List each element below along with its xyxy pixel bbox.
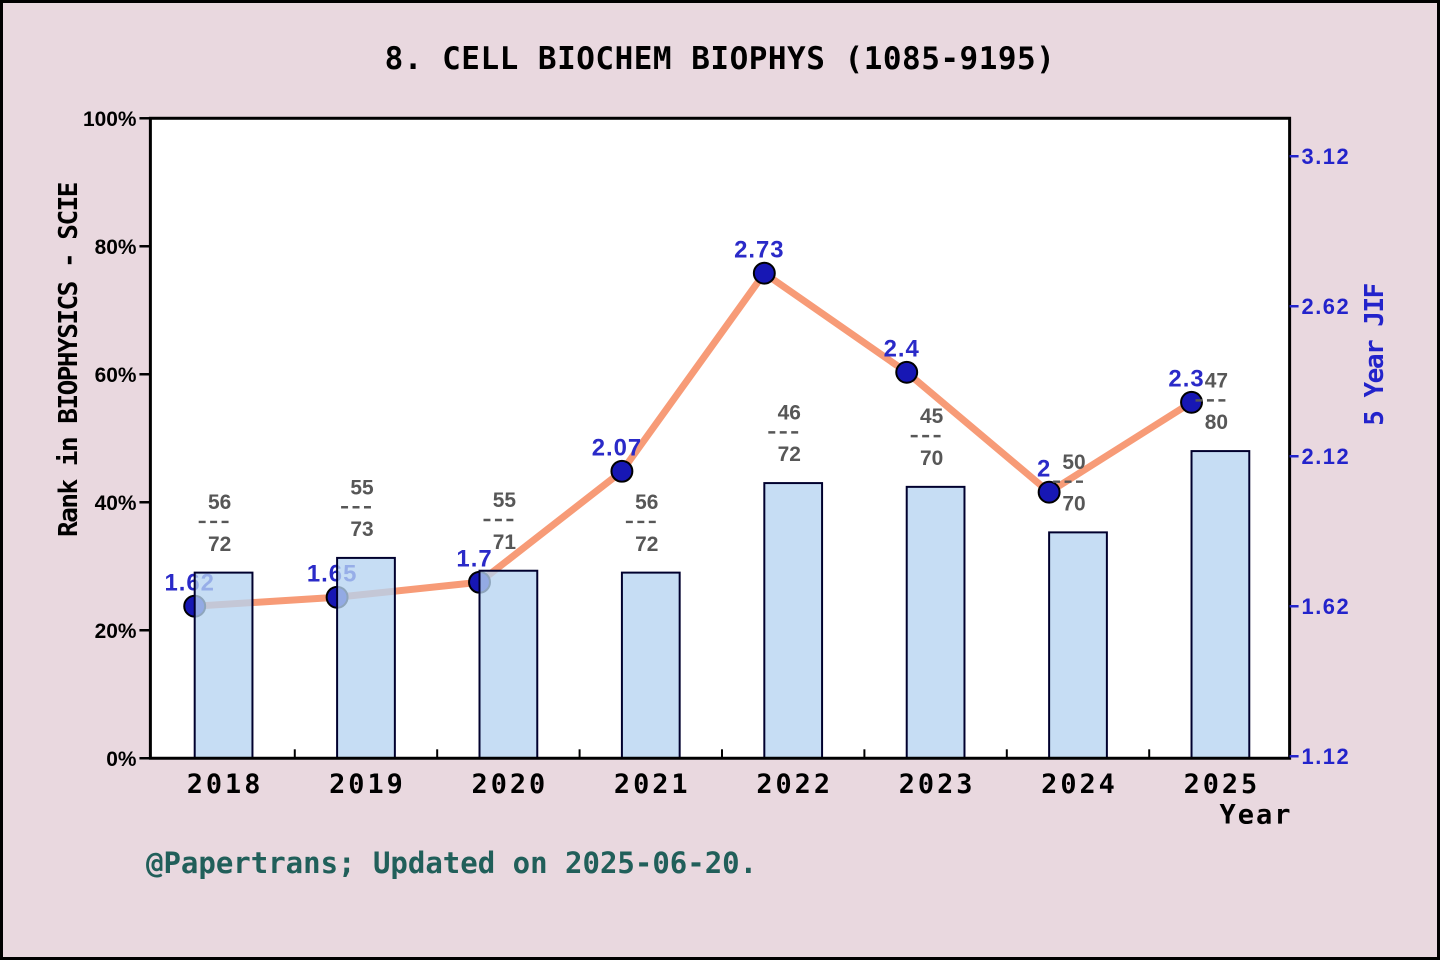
left-axis-tick-label: 60%: [95, 364, 137, 387]
rank-fraction-denominator-2018: 72: [208, 533, 231, 556]
jif-value-label: 2.4: [884, 335, 920, 362]
bar-2018: [193, 571, 254, 760]
bar-2023: [905, 485, 966, 760]
rank-fraction-denominator-2024: 70: [1062, 493, 1085, 516]
right-axis-tick-label: 1.62: [1302, 594, 1351, 619]
rank-fraction-numerator-2024: 50: [1062, 451, 1085, 474]
jif-point-2021: [610, 459, 634, 483]
x-axis-year-label: 2022: [756, 769, 833, 800]
jif-point-2025: [1180, 390, 1203, 414]
jif-value-label: 2.07: [592, 434, 642, 461]
jif-point-2022: [752, 261, 776, 285]
bar-2024: [1048, 531, 1108, 760]
x-axis-year-label: 2018: [187, 769, 264, 800]
x-axis-year-label: 2021: [614, 769, 691, 800]
chart-canvas: 1.62 1.651.72.072.732.422.30%20%40%60%80%…: [83, 108, 1351, 800]
jif-value-label: 2.73: [734, 236, 784, 263]
plot-area: [150, 118, 1290, 759]
jif-point-2024: [1037, 480, 1061, 504]
left-axis-tick-label: 0%: [106, 748, 137, 771]
rank-fraction-numerator-2025: 47: [1205, 370, 1228, 393]
rank-fraction-denominator-2023: 70: [920, 447, 943, 470]
x-axis-year-label: 2019: [329, 769, 406, 800]
rank-fraction-numerator-2020: 55: [493, 489, 517, 512]
right-axis-tick-label: 3.12: [1302, 144, 1351, 169]
rank-fraction-denominator-2019: 73: [350, 518, 373, 541]
left-axis-tick-label: 80%: [95, 236, 137, 259]
bar-2020: [478, 569, 539, 760]
chart-title: 8. CELL BIOCHEM BIOPHYS (1085-9195): [384, 41, 1056, 77]
jif-value-label: 1.7: [456, 545, 492, 572]
x-axis-year-label: 2025: [1184, 769, 1261, 800]
bar-2025: [1190, 450, 1251, 760]
rank-fraction-numerator-2021: 56: [635, 491, 658, 514]
jif-value-label: 2.3: [1168, 365, 1204, 392]
attribution-text: @Papertrans; Updated on 2025-06-20.: [146, 846, 758, 880]
rank-fraction-denominator-2022: 72: [778, 443, 801, 466]
rank-fraction-numerator-2019: 55: [350, 476, 374, 499]
x-axis-year-label: 2024: [1041, 769, 1118, 800]
rank-fraction-denominator-2021: 72: [635, 533, 658, 556]
rank-fraction-denominator-2020: 71: [493, 531, 517, 554]
left-axis-tick-label: 40%: [95, 492, 137, 515]
bar-2021: [620, 571, 681, 760]
rank-fraction-denominator-2025: 80: [1205, 411, 1228, 434]
bar-2022: [763, 482, 824, 760]
left-axis-tick-label: 20%: [95, 620, 137, 643]
bar-2019: [336, 556, 396, 760]
left-axis-title: Rank in BIOPHYSICS - SCIE: [54, 183, 84, 537]
x-axis-year-label: 2020: [472, 769, 549, 800]
jif-point-2023: [895, 360, 919, 384]
rank-fraction-numerator-2018: 56: [208, 491, 231, 514]
right-axis-tick-label: 2.12: [1302, 444, 1351, 469]
jif-value-label: 2: [1037, 455, 1051, 482]
x-axis-year-label: 2023: [899, 769, 976, 800]
right-axis-tick-label: 1.12: [1302, 744, 1351, 769]
left-axis-tick-label: 100%: [83, 108, 137, 131]
plot-frame: [148, 116, 1292, 760]
rank-fraction-numerator-2023: 45: [920, 405, 944, 428]
x-axis-title: Year: [1219, 799, 1293, 831]
right-axis-title: 5 Year JIF: [1360, 284, 1390, 426]
rank-fraction-numerator-2022: 46: [778, 401, 801, 424]
right-axis-tick-label: 2.62: [1302, 294, 1351, 319]
